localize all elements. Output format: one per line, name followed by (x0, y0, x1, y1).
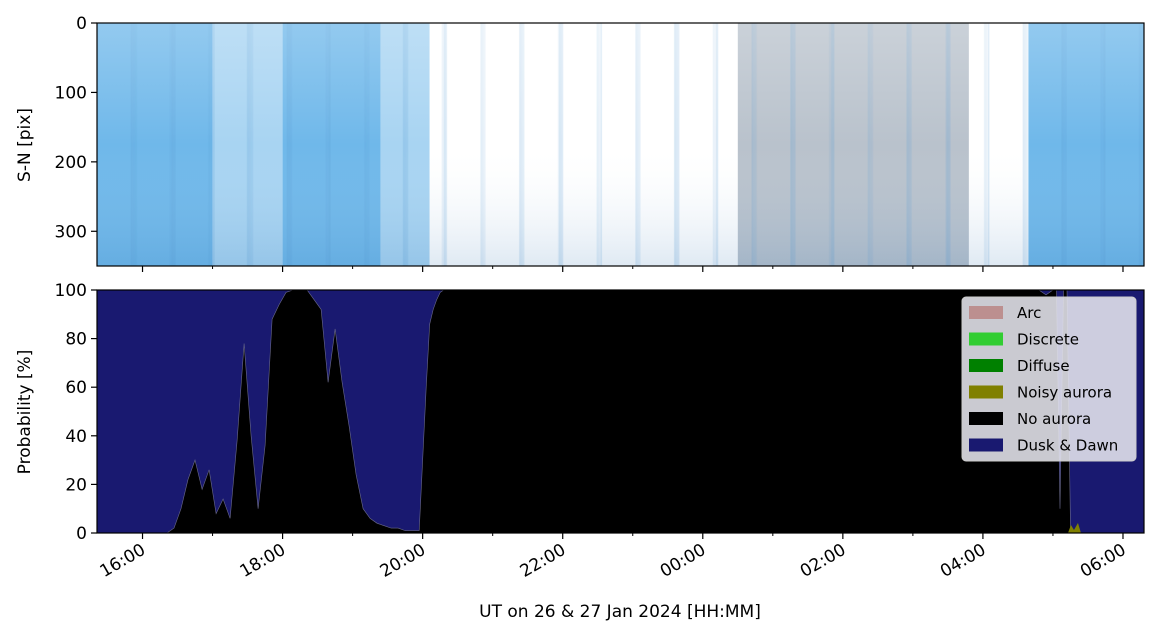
y-tick-label: 80 (65, 330, 87, 350)
probability-y-label: Probability [%] (15, 350, 35, 475)
x-tick-label: 20:00 (377, 540, 429, 582)
keogram-panel: 0 100 200 300 S-N [pix] (15, 14, 1145, 272)
x-axis-label: UT on 26 & 27 Jan 2024 [HH:MM] (479, 602, 761, 622)
legend-label: Diffuse (1017, 357, 1070, 375)
legend-swatch (969, 412, 1003, 425)
y-tick-label: 20 (65, 475, 87, 495)
legend-swatch (969, 359, 1003, 372)
legend: Arc Discrete Diffuse Noisy aurora No aurora D… (961, 296, 1137, 462)
y-tick-label: 300 (55, 222, 87, 242)
x-tick-label: 18:00 (237, 540, 289, 582)
legend-label: Arc (1017, 304, 1041, 322)
keogram-y-label: S-N [pix] (15, 108, 35, 182)
x-tick-label: 04:00 (937, 540, 989, 582)
time-x-axis: 16:00 18:00 20:00 22:00 00:00 02:00 04:00 06:00 (97, 533, 1129, 582)
y-tick-label: 100 (55, 83, 87, 103)
y-tick-label: 0 (76, 524, 87, 544)
legend-swatch (969, 306, 1003, 319)
legend-label: Discrete (1017, 331, 1079, 349)
legend-swatch (969, 438, 1003, 452)
y-tick-label: 100 (55, 281, 87, 301)
legend-label: Noisy aurora (1017, 384, 1112, 402)
x-tick-label: 06:00 (1077, 540, 1129, 582)
probability-y-axis: 0 20 40 60 80 100 (55, 281, 97, 544)
x-tick-label: 02:00 (797, 540, 849, 582)
legend-swatch (969, 332, 1003, 346)
keogram-frame (96, 22, 1145, 267)
probability-frame (96, 289, 1145, 534)
keogram-shading (97, 23, 1144, 266)
x-tick-label: 00:00 (657, 540, 709, 582)
legend-box (961, 296, 1137, 462)
keogram-y-axis: 0 100 200 300 (55, 14, 97, 242)
y-tick-label: 0 (76, 14, 87, 34)
keogram-x-ticks (141, 266, 1124, 272)
x-tick-label: 16:00 (97, 540, 149, 582)
probability-panel: 0 20 40 60 80 100 16:00 18:00 20:00 22:00 00:00 02… (15, 281, 1145, 582)
noisy-aurora-area (1067, 523, 1081, 533)
y-tick-label: 60 (65, 378, 87, 398)
legend-label: Dusk & Dawn (1017, 437, 1118, 455)
y-tick-label: 40 (65, 427, 87, 447)
legend-label: No aurora (1017, 410, 1091, 428)
x-tick-label: 22:00 (517, 540, 569, 582)
y-tick-label: 200 (55, 153, 87, 173)
legend-swatch (969, 385, 1003, 399)
no-aurora-area (97, 290, 1144, 533)
